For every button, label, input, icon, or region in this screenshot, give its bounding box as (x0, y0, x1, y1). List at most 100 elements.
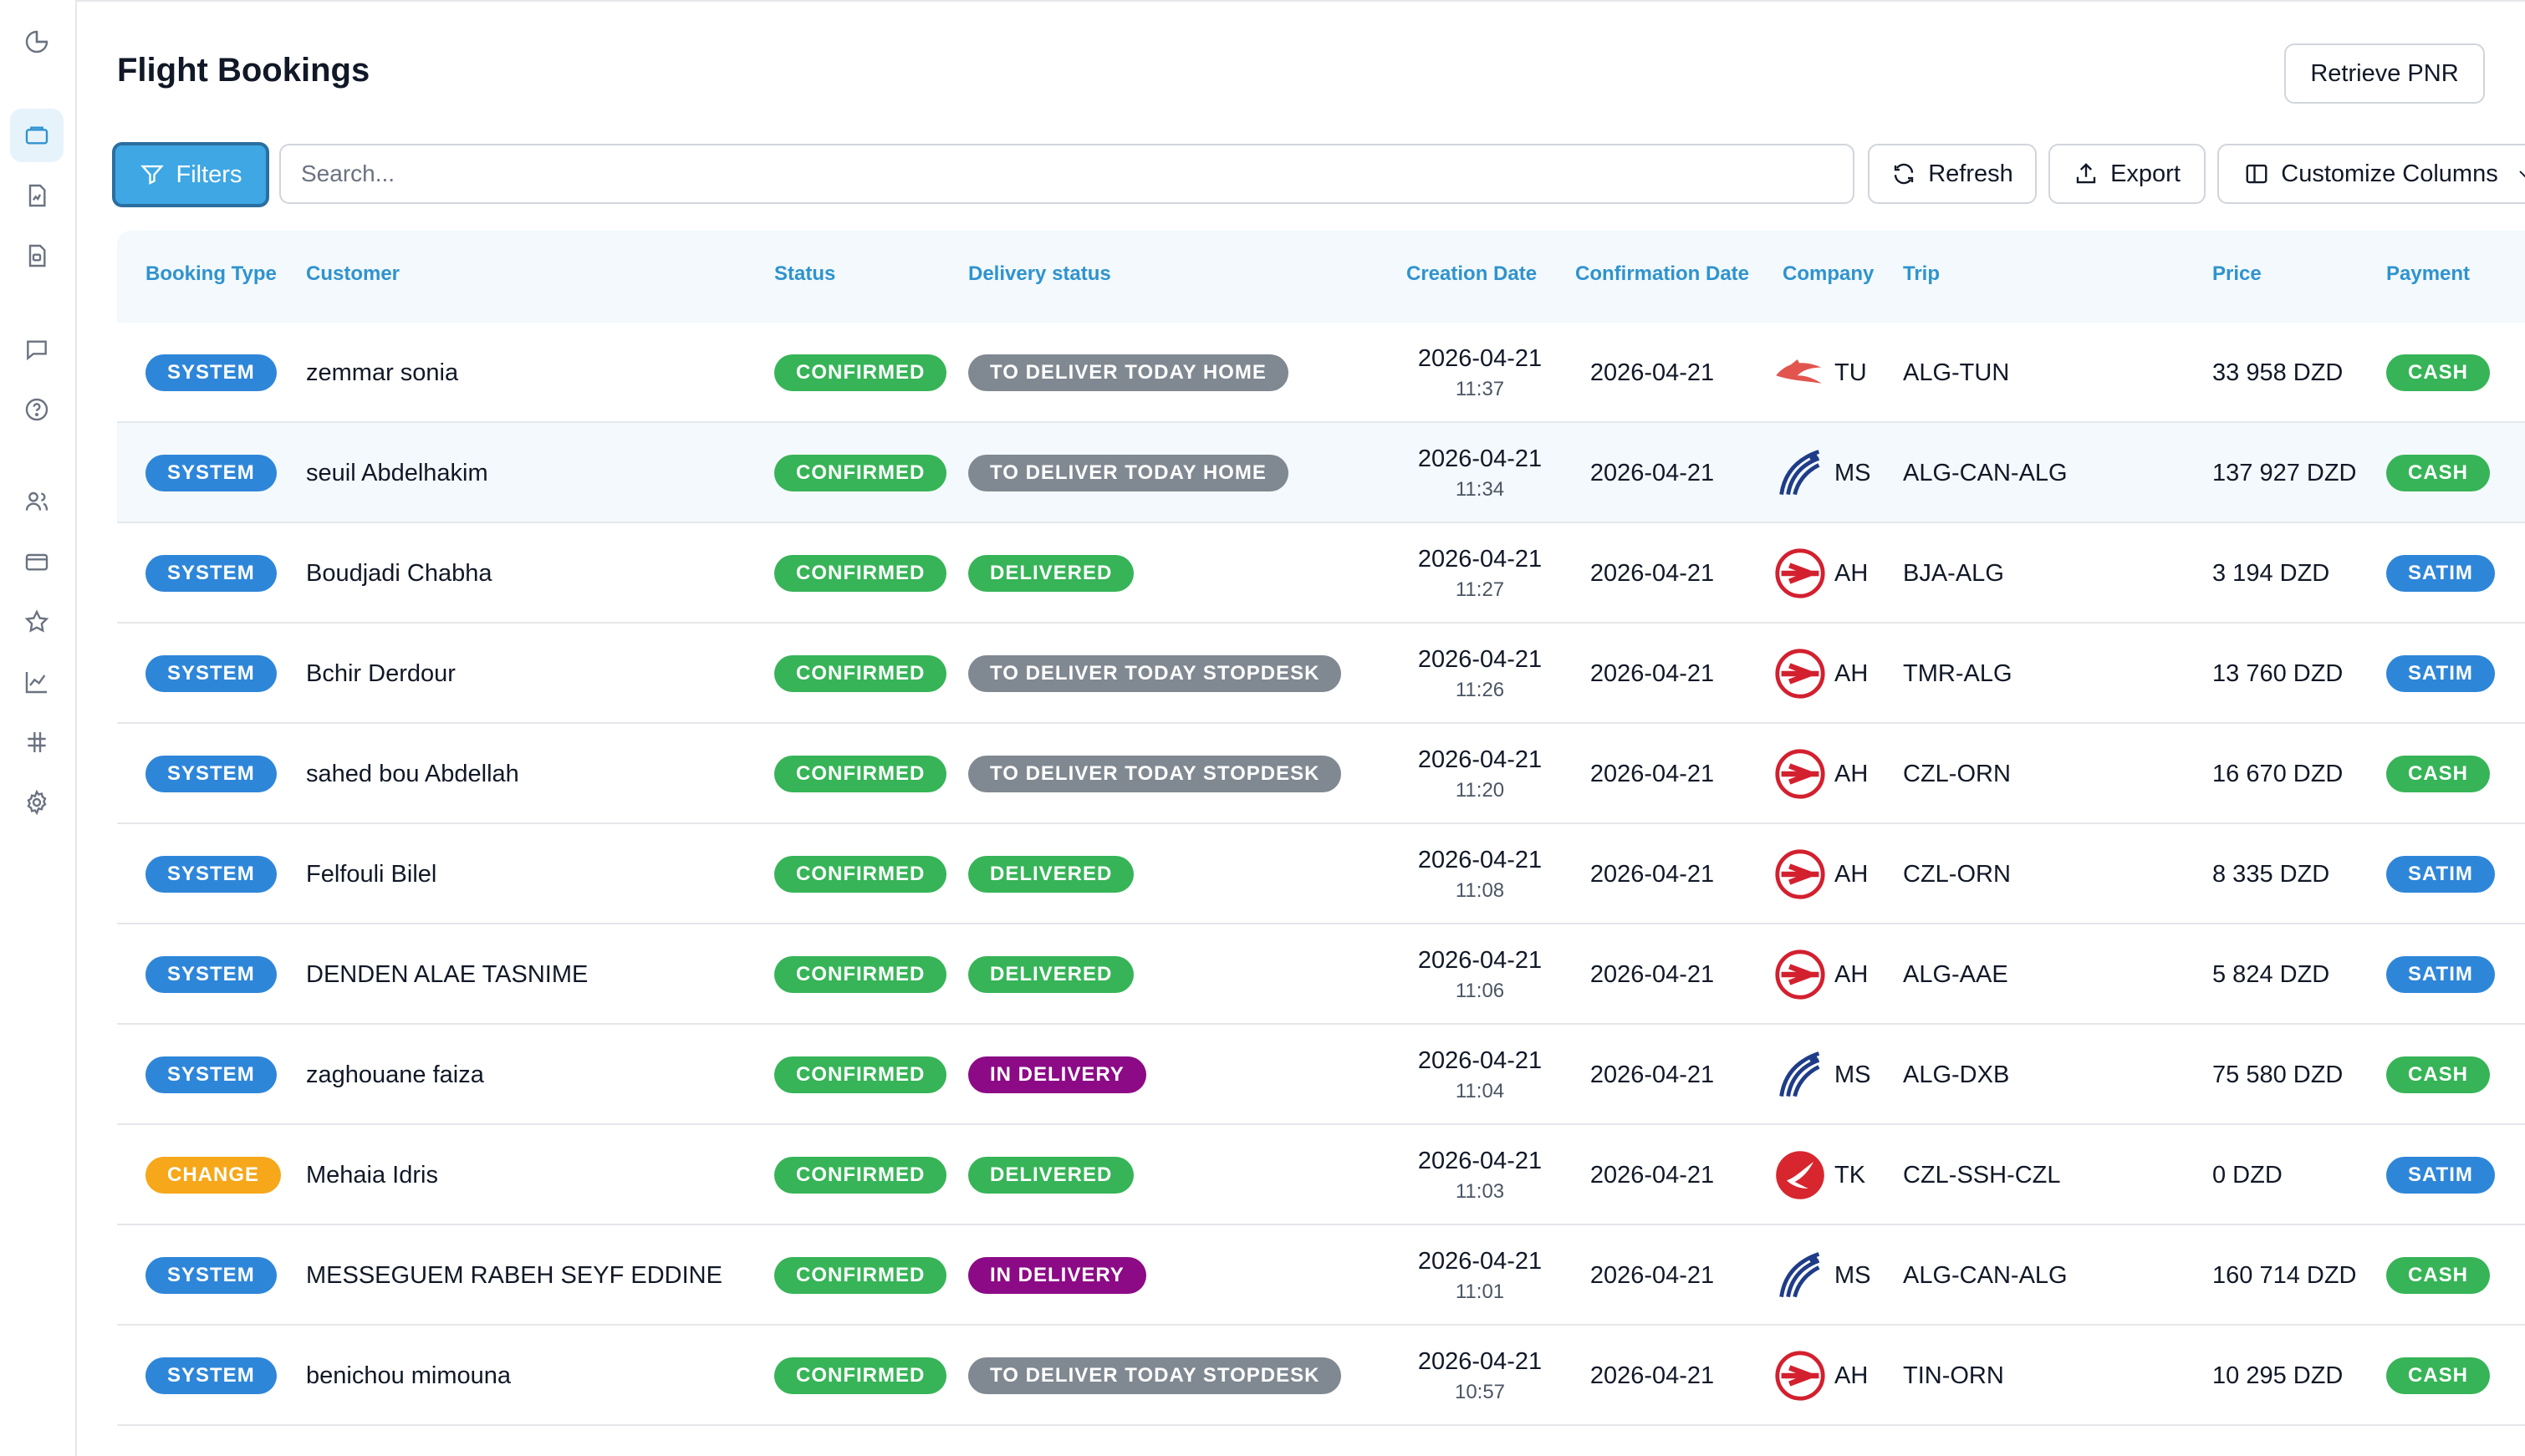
creation-date: 2026-04-21 (1417, 846, 1543, 873)
creation-date: 2026-04-21 (1417, 545, 1543, 573)
creation-date: 2026-04-21 (1417, 1247, 1543, 1275)
export-button[interactable]: Export (2048, 144, 2206, 204)
status-badge: CONFIRMED (774, 856, 947, 893)
creation-time: 11:27 (1455, 578, 1505, 601)
refresh-button[interactable]: Refresh (1868, 144, 2037, 204)
customer-name[interactable]: zemmar sonia (306, 359, 459, 386)
booking-type-badge: CHANGE (145, 1157, 282, 1194)
delivery-status-badge: TO DELIVER TODAY STOPDESK (968, 756, 1342, 792)
filters-button[interactable]: Filters (112, 142, 269, 207)
sidebar (0, 0, 77, 1456)
retrieve-pnr-button[interactable]: Retrieve PNR (2284, 43, 2485, 104)
booking-type-badge: SYSTEM (145, 956, 277, 993)
col-delivery-status[interactable]: Delivery status (968, 262, 1111, 285)
gear-icon[interactable] (10, 776, 64, 829)
file-ticket-icon[interactable] (10, 229, 64, 283)
payment-badge: CASH (2386, 354, 2491, 391)
company-code: TK (1834, 1161, 1866, 1189)
filter-icon (140, 165, 164, 185)
col-payment[interactable]: Payment (2386, 262, 2471, 285)
customize-columns-label: Customize Columns (2281, 160, 2498, 187)
creation-date: 2026-04-21 (1417, 344, 1543, 372)
company-code: AH (1834, 960, 1869, 988)
trip-route: ALG-CAN-ALG (1903, 1261, 2068, 1289)
delivery-status-badge: DELIVERED (968, 1157, 1135, 1194)
customize-columns-button[interactable]: Customize Columns (2217, 144, 2525, 204)
col-creation-date[interactable]: Creation Date (1406, 262, 1538, 285)
trip-route: ALG-DXB (1903, 1061, 2010, 1088)
table-row[interactable]: SYSTEM sahed bou Abdellah CONFIRMED TO D… (117, 724, 2525, 824)
payment-badge: SATIM (2386, 655, 2495, 692)
status-badge: CONFIRMED (774, 756, 947, 792)
col-confirmation-date[interactable]: Confirmation Date (1575, 262, 1750, 285)
creation-time: 11:37 (1455, 377, 1505, 400)
table-row[interactable]: SYSTEM zaghouane faiza CONFIRMED IN DELI… (117, 1025, 2525, 1125)
company-code: AH (1834, 860, 1869, 888)
col-booking-type[interactable]: Booking Type (145, 262, 277, 285)
airline-logo-icon (1773, 1047, 1828, 1102)
refresh-label: Refresh (1928, 160, 2013, 187)
search-input[interactable] (279, 144, 1854, 204)
airline-logo-icon (1773, 546, 1828, 601)
customer-name[interactable]: Bchir Derdour (306, 659, 456, 687)
table-row[interactable]: CHANGE Mehaia Idris CONFIRMED DELIVERED … (117, 1125, 2525, 1225)
payment-badge: SATIM (2386, 956, 2495, 993)
col-company[interactable]: Company (1783, 262, 1875, 285)
booking-type-badge: SYSTEM (145, 354, 277, 391)
delivery-status-badge: IN DELIVERY (968, 1257, 1146, 1294)
price: 137 927 DZD (2212, 459, 2357, 486)
pie-chart-icon[interactable] (10, 15, 64, 69)
payment-badge: CASH (2386, 1357, 2491, 1394)
help-icon[interactable] (10, 383, 64, 436)
table-row[interactable]: SYSTEM DENDEN ALAE TASNIME CONFIRMED DEL… (117, 924, 2525, 1025)
col-price[interactable]: Price (2212, 262, 2262, 285)
star-icon[interactable] (10, 595, 64, 649)
table-row[interactable]: SYSTEM MESSEGUEM RABEH SEYF EDDINE CONFI… (117, 1225, 2525, 1326)
customer-name[interactable]: DENDEN ALAE TASNIME (306, 960, 589, 988)
creation-time: 10:57 (1454, 1380, 1506, 1403)
users-icon[interactable] (10, 475, 64, 528)
delivery-status-badge: TO DELIVER TODAY STOPDESK (968, 1357, 1342, 1394)
creation-time: 11:03 (1455, 1179, 1505, 1203)
ticket-icon[interactable] (10, 109, 64, 162)
customer-name[interactable]: zaghouane faiza (306, 1061, 484, 1088)
message-icon[interactable] (10, 323, 64, 376)
confirmation-date: 2026-04-21 (1589, 860, 1715, 888)
customer-name[interactable]: Felfouli Bilel (306, 860, 437, 888)
payment-badge: SATIM (2386, 1157, 2495, 1194)
upload-icon (2076, 163, 2096, 184)
status-badge: CONFIRMED (774, 1257, 947, 1294)
file-chart-icon[interactable] (10, 169, 64, 222)
trip-route: CZL-SSH-CZL (1903, 1161, 2061, 1189)
booking-type-badge: SYSTEM (145, 1056, 277, 1093)
main-content: Flight Bookings Retrieve PNR Filters Ref… (77, 0, 2525, 1456)
customer-name[interactable]: sahed bou Abdellah (306, 760, 519, 787)
payment-badge: SATIM (2386, 856, 2495, 893)
table-row[interactable]: SYSTEM Boudjadi Chabha CONFIRMED DELIVER… (117, 523, 2525, 624)
creation-date: 2026-04-21 (1417, 645, 1543, 673)
customer-name[interactable]: seuil Abdelhakim (306, 459, 488, 486)
creation-date: 2026-04-21 (1417, 1147, 1543, 1174)
customer-name[interactable]: MESSEGUEM RABEH SEYF EDDINE (306, 1261, 722, 1289)
customer-name[interactable]: benichou mimouna (306, 1362, 512, 1389)
card-icon[interactable] (10, 535, 64, 588)
table-header: Booking Type Customer Status Delivery st… (117, 231, 2525, 323)
table-row[interactable]: SYSTEM seuil Abdelhakim CONFIRMED TO DEL… (117, 423, 2525, 523)
line-chart-icon[interactable] (10, 655, 64, 709)
table-row[interactable]: SYSTEM zemmar sonia CONFIRMED TO DELIVER… (117, 323, 2525, 423)
col-customer[interactable]: Customer (306, 262, 400, 285)
delivery-status-badge: TO DELIVER TODAY HOME (968, 354, 1288, 391)
customer-name[interactable]: Mehaia Idris (306, 1161, 438, 1189)
price: 0 DZD (2212, 1161, 2283, 1189)
price: 5 824 DZD (2212, 960, 2330, 988)
table-row[interactable]: SYSTEM Felfouli Bilel CONFIRMED DELIVERE… (117, 824, 2525, 924)
customer-name[interactable]: Boudjadi Chabha (306, 559, 492, 587)
table-row[interactable]: SYSTEM Bchir Derdour CONFIRMED TO DELIVE… (117, 624, 2525, 724)
hash-icon[interactable] (10, 715, 64, 769)
col-trip[interactable]: Trip (1903, 262, 1941, 285)
col-status[interactable]: Status (774, 262, 836, 285)
table-row[interactable]: SYSTEM benichou mimouna CONFIRMED TO DEL… (117, 1326, 2525, 1426)
bookings-table: Booking Type Customer Status Delivery st… (117, 231, 2525, 1426)
booking-type-badge: SYSTEM (145, 1357, 277, 1394)
status-badge: CONFIRMED (774, 1157, 947, 1194)
